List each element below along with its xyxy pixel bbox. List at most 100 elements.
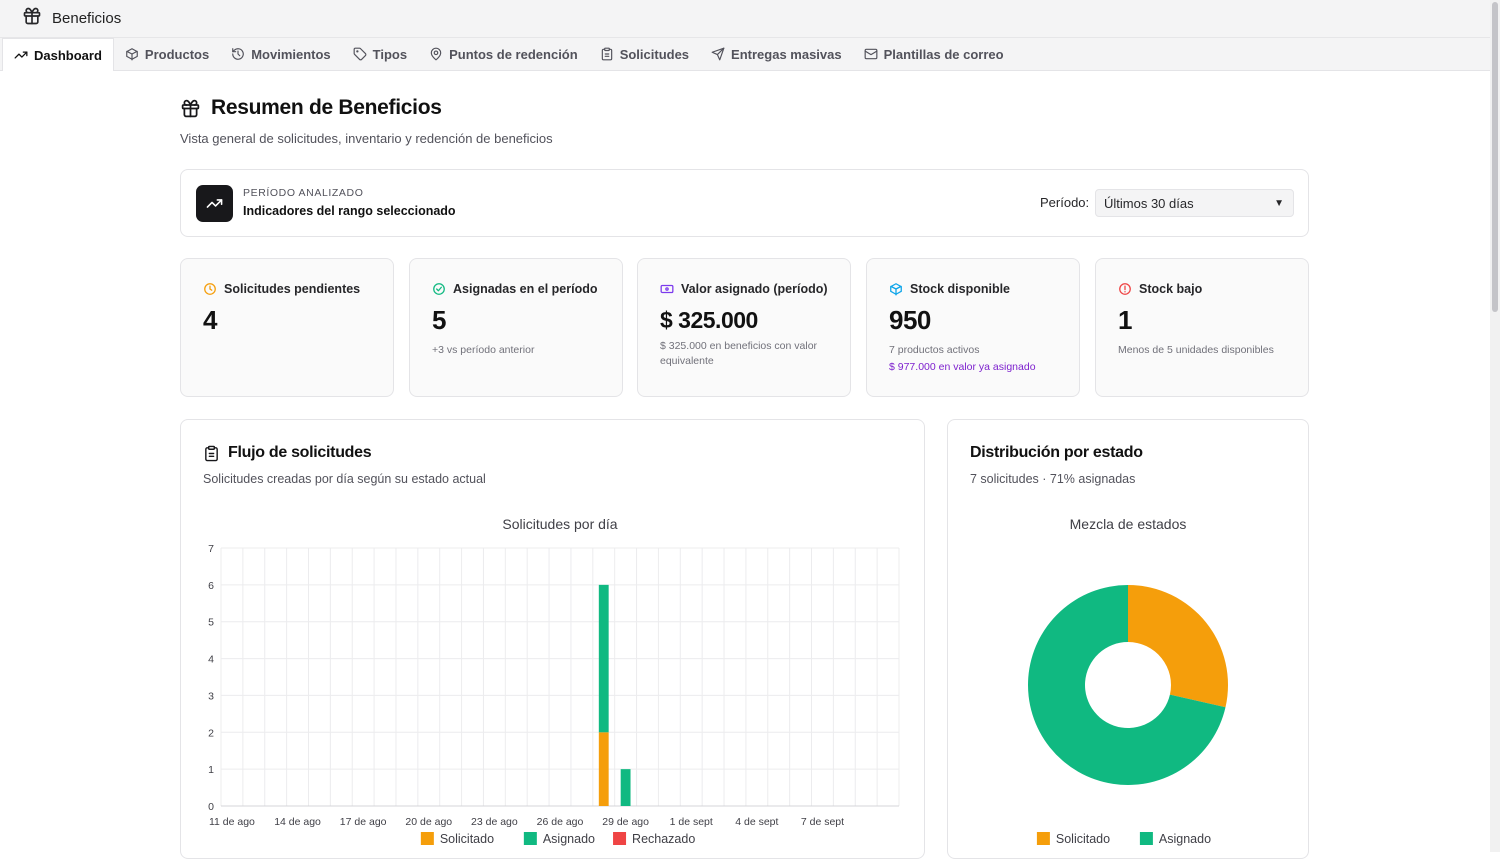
- legend-label: Asignado: [1159, 832, 1211, 846]
- legend-label: Solicitado: [1056, 832, 1110, 846]
- tab-label: Tipos: [372, 46, 408, 62]
- tab-solicitudes[interactable]: Solicitudes: [589, 38, 700, 70]
- period-title: Indicadores del rango seleccionado: [243, 204, 456, 218]
- legend-swatch-solicitado: [420, 832, 434, 845]
- x-tick-label: 17 de ago: [340, 816, 387, 828]
- tab-label: Dashboard: [34, 47, 102, 63]
- y-tick-label: 1: [208, 764, 214, 776]
- stat-label: Asignadas en el período: [453, 282, 598, 296]
- x-tick-label: 11 de ago: [209, 816, 255, 828]
- x-tick-label: 29 de ago: [602, 816, 649, 828]
- stat-label: Stock bajo: [1139, 282, 1203, 296]
- legend-label: Rechazado: [632, 832, 695, 846]
- x-tick-label: 14 de ago: [274, 816, 321, 828]
- period-select[interactable]: Últimos 30 días ▼: [1095, 189, 1294, 217]
- y-tick-label: 6: [208, 580, 214, 592]
- page-title: Resumen de Beneficios: [180, 96, 442, 120]
- stat-value: 4: [203, 305, 217, 335]
- bar-chart: Solicitudes por día 0 1 2 3 4 5 6 7 11 de ago 14 d…: [208, 516, 900, 846]
- banknote-icon: [660, 284, 674, 294]
- period-label: Período:: [1040, 195, 1090, 210]
- period-select-value: Últimos 30 días: [1104, 196, 1194, 211]
- stat-value: $ 325.000: [660, 307, 758, 333]
- tab-productos[interactable]: Productos: [114, 38, 220, 70]
- tab-label: Solicitudes: [619, 46, 690, 62]
- chart-title: Mezcla de estados: [1070, 516, 1187, 532]
- y-tick-label: 2: [208, 727, 214, 739]
- y-tick-label: 3: [208, 690, 214, 702]
- tab-dashboard[interactable]: Dashboard: [2, 38, 114, 71]
- x-tick-label: 4 de sept: [735, 816, 778, 828]
- donut-slice-asignado: [1028, 585, 1226, 785]
- box-icon: [126, 48, 138, 61]
- flow-panel: Flujo de solicitudes Solicitudes creadas…: [180, 419, 925, 859]
- clock-icon: [204, 283, 216, 295]
- stat-note: 7 productos activos: [889, 344, 980, 356]
- legend-swatch-asignado: [523, 832, 537, 845]
- tab-movimientos[interactable]: Movimientos: [220, 38, 341, 70]
- donut-chart: Mezcla de estados Solicitado Asignado: [1028, 516, 1228, 846]
- gift-icon: [22, 6, 42, 31]
- y-tick-label: 4: [208, 654, 214, 666]
- bar-asignado: [598, 584, 609, 733]
- stat-label: Stock disponible: [910, 282, 1011, 296]
- scrollbar-thumb[interactable]: [1492, 2, 1498, 312]
- stat-note-link[interactable]: $ 977.000 en valor ya asignado: [889, 361, 1036, 373]
- map-pin-icon: [430, 47, 442, 61]
- stat-label: Valor asignado (período): [681, 282, 828, 296]
- stat-card-assigned: Asignadas en el período 5 +3 vs período …: [409, 258, 623, 397]
- page-scrollbar[interactable]: [1490, 0, 1500, 852]
- stat-note: Menos de 5 unidades disponibles: [1118, 344, 1274, 356]
- stat-note: +3 vs período anterior: [432, 344, 535, 356]
- tab-label: Puntos de redención: [449, 46, 578, 62]
- legend-label: Solicitado: [440, 832, 494, 846]
- tab-label: Movimientos: [251, 46, 331, 62]
- period-card: PERÍODO ANALIZADO Indicadores del rango …: [180, 169, 1309, 237]
- y-tick-label: 0: [208, 801, 214, 813]
- stat-card-low-stock: Stock bajo 1 Menos de 5 unidades disponi…: [1095, 258, 1309, 397]
- history-icon: [232, 48, 244, 60]
- stat-note: $ 325.000 en beneficios con valor equiva…: [660, 340, 818, 367]
- legend-label: Asignado: [543, 832, 595, 846]
- tab-label: Plantillas de correo: [883, 46, 1004, 62]
- legend-swatch-solicitado: [1036, 832, 1050, 845]
- chart-title: Solicitudes por día: [502, 516, 617, 532]
- stat-value: 1: [1118, 305, 1132, 335]
- x-tick-label: 20 de ago: [405, 816, 452, 828]
- send-icon: [711, 47, 725, 61]
- tab-plantillas-de-correo[interactable]: Plantillas de correo: [853, 38, 1015, 70]
- flow-panel-title-text: Flujo de solicitudes: [228, 444, 372, 461]
- bar-asignado: [620, 769, 631, 806]
- tag-icon: [353, 47, 367, 61]
- x-tick-label: 26 de ago: [537, 816, 584, 828]
- clipboard-icon: [601, 47, 612, 61]
- tab-label: Entregas masivas: [731, 46, 842, 62]
- distribution-panel: Distribución por estado 7 solicitudes · …: [947, 419, 1309, 859]
- stat-card-pending: Solicitudes pendientes 4: [180, 258, 394, 397]
- stat-card-stock: Stock disponible 950 7 productos activos…: [866, 258, 1080, 397]
- distribution-panel-title: Distribución por estado: [970, 444, 1143, 462]
- tab-entregas-masivas[interactable]: Entregas masivas: [700, 38, 853, 70]
- alert-circle-icon: [1119, 283, 1131, 295]
- tab-puntos-de-redencion[interactable]: Puntos de redención: [418, 38, 589, 70]
- trending-up-icon: [196, 185, 233, 222]
- y-tick-label: 7: [208, 543, 214, 555]
- stat-value: 5: [432, 305, 446, 335]
- package-icon: [890, 283, 902, 296]
- stat-card-value: Valor asignado (período) $ 325.000 $ 325…: [637, 258, 851, 397]
- x-tick-label: 7 de sept: [801, 816, 844, 828]
- donut-slice-solicitado: [1128, 585, 1228, 708]
- tab-label: Productos: [144, 46, 210, 62]
- period-eyebrow: PERÍODO ANALIZADO: [243, 187, 364, 199]
- legend-swatch-rechazado: [613, 832, 627, 845]
- mail-icon: [864, 48, 878, 60]
- page-title-text: Resumen de Beneficios: [211, 96, 442, 119]
- flow-panel-subtitle: Solicitudes creadas por día según su est…: [203, 472, 486, 486]
- tab-tipos[interactable]: Tipos: [342, 38, 418, 70]
- y-tick-label: 5: [208, 617, 214, 629]
- caret-down-icon: ▼: [1274, 198, 1284, 209]
- app-header: Beneficios: [0, 0, 1490, 38]
- bar-solicitado: [598, 732, 609, 806]
- trending-up-icon: [14, 51, 28, 59]
- stat-label: Solicitudes pendientes: [224, 282, 361, 296]
